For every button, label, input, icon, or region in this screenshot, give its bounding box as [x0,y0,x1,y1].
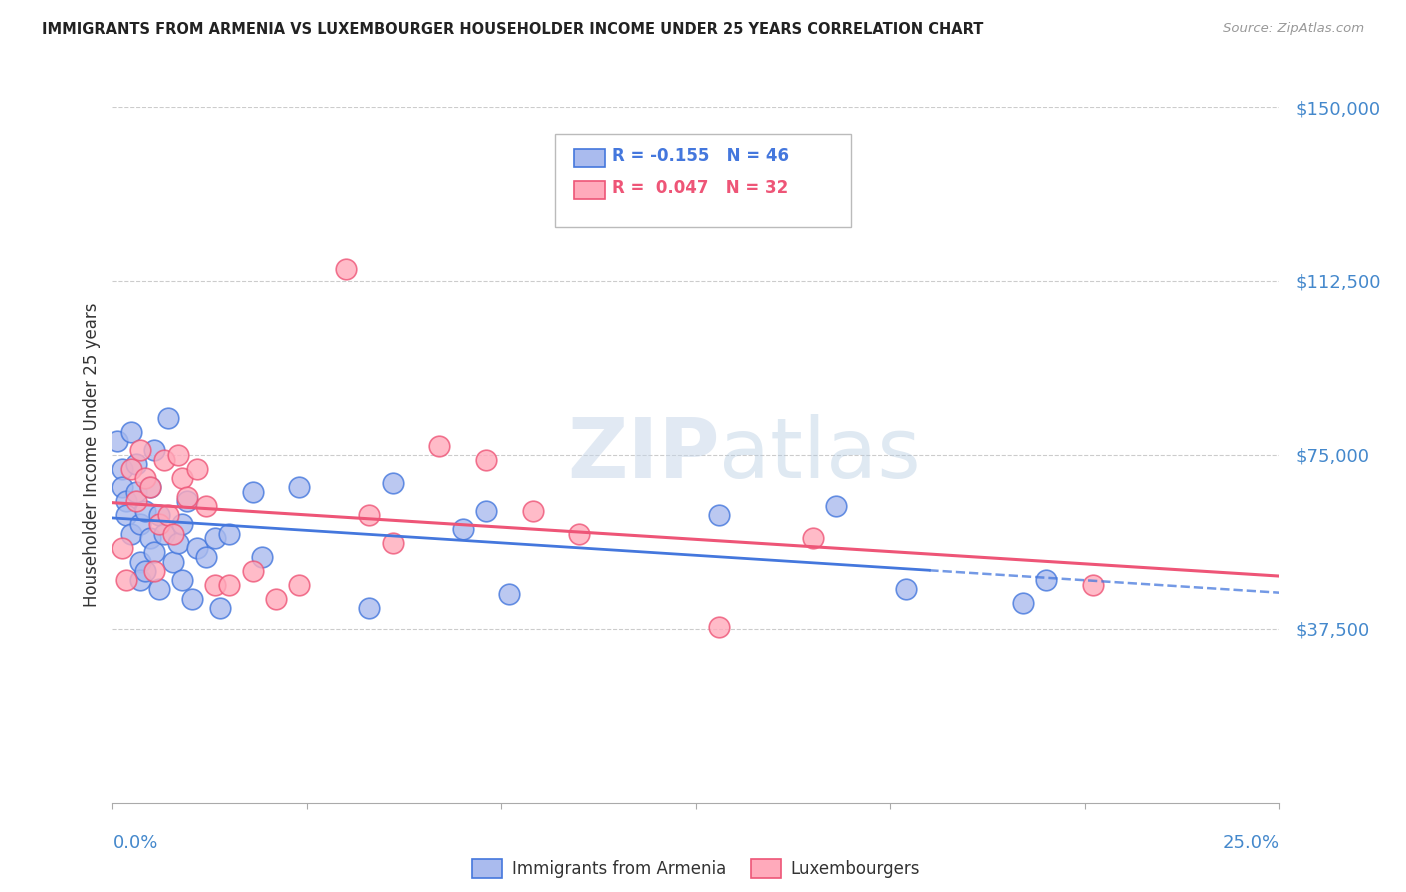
Point [129,517,152,532]
Point [120,462,142,476]
Y-axis label: Householder Income Under 25 years: Householder Income Under 25 years [83,302,101,607]
Legend: Immigrants from Armenia, Luxembourgers: Immigrants from Armenia, Luxembourgers [465,853,927,885]
Point [143,564,166,578]
Point [218,578,240,592]
Point [709,508,731,523]
Text: 25.0%: 25.0% [1222,834,1279,852]
Text: 0.0%: 0.0% [112,834,157,852]
Point [134,564,156,578]
Point [115,508,138,523]
Point [176,494,198,508]
Point [105,434,128,448]
Point [148,582,170,597]
Point [801,532,824,546]
Point [172,573,194,587]
Point [166,536,188,550]
Point [1011,596,1033,610]
Point [709,619,731,633]
Point [427,439,450,453]
Point [125,485,148,500]
Text: IMMIGRANTS FROM ARMENIA VS LUXEMBOURGER HOUSEHOLDER INCOME UNDER 25 YEARS CORREL: IMMIGRANTS FROM ARMENIA VS LUXEMBOURGER … [42,22,984,37]
Point [153,452,176,467]
Point [111,480,134,494]
Point [166,448,188,462]
Text: ZIP: ZIP [567,415,720,495]
Point [475,452,498,467]
Point [157,410,180,425]
Point [139,480,162,494]
Point [381,475,404,490]
Point [194,549,217,564]
Point [157,508,180,523]
Point [111,462,134,476]
Text: atlas: atlas [720,415,921,495]
Point [498,587,520,601]
Point [475,503,498,517]
Point [186,462,208,476]
Point [194,499,217,513]
Point [825,499,848,513]
Point [218,526,240,541]
Point [129,443,152,458]
Point [111,541,134,555]
Point [115,494,138,508]
Point [120,526,142,541]
Point [1081,578,1104,592]
Point [176,490,198,504]
Point [162,555,184,569]
Point [264,591,287,606]
Point [139,532,162,546]
Point [335,262,357,277]
Point [153,526,176,541]
Point [186,541,208,555]
Point [148,517,170,532]
Point [120,425,142,439]
Point [250,549,273,564]
Point [148,508,170,523]
Point [172,471,194,485]
Point [134,503,156,517]
Point [288,480,311,494]
Point [522,503,544,517]
Point [180,591,202,606]
Point [359,508,381,523]
Point [162,526,184,541]
Point [139,480,162,494]
Point [208,601,231,615]
Point [143,545,166,559]
Point [242,485,264,500]
Point [204,532,226,546]
Point [381,536,404,550]
Point [204,578,226,592]
Text: R = -0.155   N = 46: R = -0.155 N = 46 [612,147,789,165]
Text: R =  0.047   N = 32: R = 0.047 N = 32 [612,179,787,197]
Point [288,578,311,592]
Point [172,517,194,532]
Point [129,555,152,569]
Point [894,582,917,597]
Point [568,526,591,541]
Point [125,494,148,508]
Point [1035,573,1057,587]
Point [115,573,138,587]
Point [143,443,166,458]
Point [451,522,474,536]
Point [125,457,148,471]
Point [134,471,156,485]
Point [359,601,381,615]
Point [129,573,152,587]
Point [242,564,264,578]
Text: Source: ZipAtlas.com: Source: ZipAtlas.com [1223,22,1364,36]
